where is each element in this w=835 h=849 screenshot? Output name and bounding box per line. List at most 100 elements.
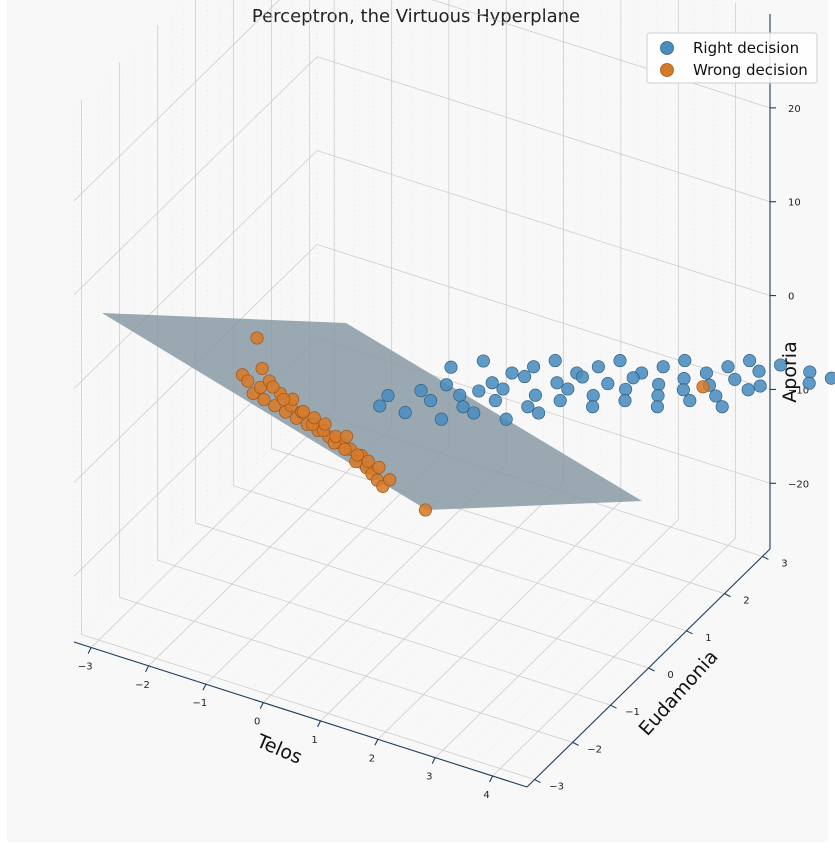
point-right-decision [715,400,729,414]
wall-gridline-z [73,0,280,202]
point-wrong-decision [307,411,321,425]
point-right-decision [485,376,499,390]
point-right-decision [496,382,510,396]
floor-texture [375,500,620,739]
z-tick-label: −10 [788,385,809,396]
x-tick-mark [145,665,150,673]
point-right-decision [575,370,589,384]
point-right-decision [613,354,627,368]
point-right-decision [677,372,691,386]
point-right-decision [518,370,532,384]
point-right-decision [561,382,575,396]
point-right-decision [753,379,767,393]
x-tick-label: −3 [78,662,93,673]
point-right-decision [434,412,448,426]
point-right-decision [553,394,567,408]
floor-gridline-y [157,559,611,706]
floor-texture [489,536,733,776]
point-right-decision [528,388,542,402]
z-tick-label: 0 [788,292,794,303]
floor-texture [451,524,695,764]
y-tick-label: 1 [705,633,711,644]
point-wrong-decision [277,392,291,406]
floor-texture [281,470,525,709]
point-right-decision [656,360,670,374]
series-wrong [235,331,710,517]
point-right-decision [651,389,665,403]
y-tick-mark [686,630,693,635]
floor-texture [149,427,393,667]
point-right-decision [626,371,640,385]
x-axis-label: Telos [253,730,306,769]
floor-texture [243,458,488,697]
point-right-decision [476,354,490,368]
legend-marker-wrong [660,63,674,77]
point-wrong-decision [338,442,352,456]
points-layer [235,331,835,517]
floor-gridline-y [233,485,687,632]
floor-texture [168,434,412,673]
legend-marker-right [660,41,674,55]
point-right-decision [381,389,395,403]
point-right-decision [453,388,467,402]
point-right-decision [650,400,664,414]
x-tick-mark [202,683,207,691]
point-right-decision [652,377,666,391]
floor-texture [300,476,544,715]
point-right-decision [505,366,519,380]
point-right-decision [499,412,513,426]
point-right-decision [550,376,564,390]
y-tick-label: 3 [781,558,787,569]
point-right-decision [527,360,541,374]
x-tick-mark [87,647,92,654]
x-tick-mark [374,739,379,746]
point-right-decision [532,406,546,420]
point-right-decision [591,360,605,374]
floor-texture [224,452,469,691]
point-wrong-decision [350,448,364,462]
x-tick-label: 1 [311,735,317,746]
point-wrong-decision [268,399,282,413]
x-tick-label: 3 [426,772,432,783]
point-right-decision [373,399,387,413]
point-right-decision [548,354,562,368]
floor-texture [356,494,601,733]
x-tick-mark [259,702,264,709]
floor-texture [470,530,714,770]
point-wrong-decision [296,405,310,419]
point-right-decision [488,394,502,408]
x-tick-label: 2 [369,753,375,764]
y-tick-mark [648,667,655,672]
point-wrong-decision [255,361,269,375]
point-wrong-decision [250,331,264,345]
y-tick-mark [724,593,731,598]
floor-texture [432,518,676,757]
point-wrong-decision [318,417,332,431]
z-tick-label: 20 [788,104,801,115]
y-tick-mark [762,555,769,560]
legend-label-right: Right decision [693,39,799,57]
backwall-gridline-z [431,0,771,109]
point-right-decision [586,389,600,403]
z-axis-label: Aporia [779,341,801,402]
y-tick-label: −2 [587,744,602,755]
floor-texture [338,488,582,727]
point-right-decision [414,384,428,398]
x-axis-line [73,641,528,788]
floor-texture [262,464,506,703]
grid-layer [73,0,771,788]
floor-texture [205,446,450,685]
point-right-decision [743,354,757,368]
legend: Right decision Wrong decision [646,32,818,84]
point-right-decision [619,382,633,396]
floor-texture [413,512,657,751]
point-wrong-decision [340,429,354,443]
point-right-decision [586,400,600,414]
x-tick-label: −1 [193,698,208,709]
point-right-decision [752,364,766,378]
series-right [373,354,835,426]
point-wrong-decision [696,380,710,394]
